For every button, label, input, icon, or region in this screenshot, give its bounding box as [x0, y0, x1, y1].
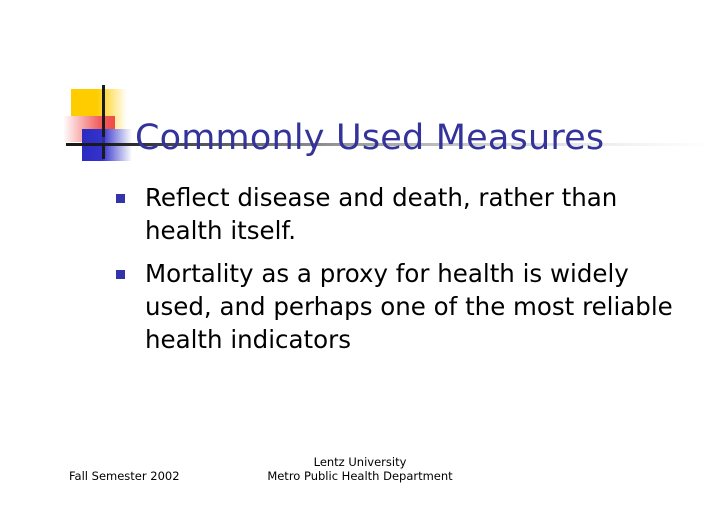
- list-item-text: Reflect disease and death, rather than h…: [145, 183, 618, 245]
- footer-organization-line-1: Lentz University: [313, 455, 407, 469]
- list-item: Reflect disease and death, rather than h…: [113, 181, 673, 247]
- decoration-crosshair-accent: [102, 137, 105, 144]
- slide-title-area: Commonly Used Measures: [0, 0, 720, 172]
- list-item: Mortality as a proxy for health is widel…: [113, 257, 673, 356]
- decoration-crosshair-vertical-line: [102, 85, 105, 159]
- list-item-text: Mortality as a proxy for health is widel…: [145, 259, 673, 354]
- decoration-crosshair-horizontal-line: [66, 143, 106, 146]
- footer-organization: Lentz University Metro Public Health Dep…: [0, 455, 720, 483]
- slide-bullet-list: Reflect disease and death, rather than h…: [113, 181, 673, 366]
- square-bullet-icon: [116, 270, 125, 279]
- title-underline-rule: [104, 143, 712, 146]
- square-bullet-icon: [116, 194, 125, 203]
- page-title: Commonly Used Measures: [135, 118, 605, 159]
- footer-organization-line-2: Metro Public Health Department: [267, 469, 453, 483]
- footer-semester-label: Fall Semester 2002: [69, 469, 180, 483]
